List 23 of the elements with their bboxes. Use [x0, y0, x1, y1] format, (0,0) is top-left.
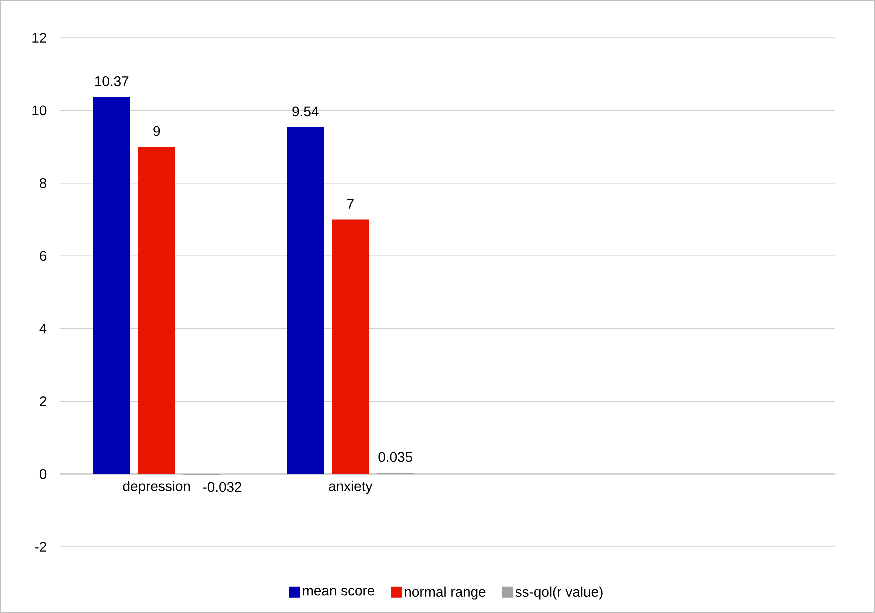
- data-label: 9.54: [292, 106, 319, 117]
- y-tick-label: -2: [35, 542, 46, 552]
- y-tick-label: 6: [40, 251, 47, 262]
- x-tick-label: anxiety: [329, 481, 373, 494]
- bar: [287, 127, 324, 474]
- legend-label: mean score: [303, 588, 375, 596]
- data-label: 0.035: [378, 452, 412, 462]
- legend-label: normal range: [405, 586, 486, 600]
- data-label: 7: [347, 199, 354, 209]
- bar: [93, 97, 130, 474]
- data-label: -0.032: [203, 482, 242, 492]
- y-tick-label: 8: [40, 178, 47, 188]
- bar: [332, 220, 370, 474]
- y-tick-label: 10: [32, 106, 47, 116]
- y-tick-label: 12: [32, 33, 46, 43]
- y-tick-label: 2: [40, 396, 46, 406]
- y-tick-label: 0: [40, 469, 47, 480]
- y-tick-label: 4: [40, 324, 47, 334]
- legend-label: ss-qol(r value): [516, 586, 603, 600]
- bar: [138, 147, 176, 474]
- x-tick-label: depression: [123, 481, 190, 494]
- data-label: 9: [154, 126, 160, 136]
- data-label: 10.37: [95, 76, 129, 86]
